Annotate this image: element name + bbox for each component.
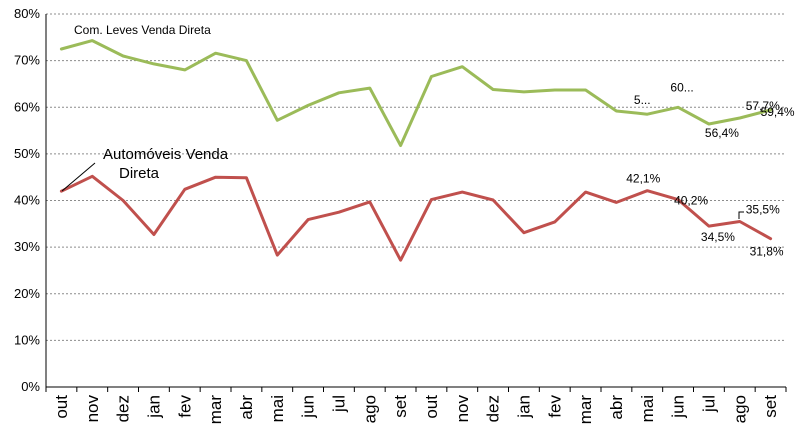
x-tick-label: mai — [268, 395, 287, 422]
x-tick-label: fev — [175, 395, 194, 418]
data-label: 59,4% — [761, 105, 795, 119]
x-tick-label: mai — [638, 395, 657, 422]
x-tick-label: dez — [484, 395, 503, 422]
x-tick-label: nov — [453, 395, 472, 423]
y-tick-label: 10% — [14, 332, 40, 347]
data-label: 60... — [670, 80, 693, 94]
x-tick-label: jul — [329, 395, 348, 413]
x-tick-label: dez — [114, 395, 133, 422]
data-label: 5... — [634, 93, 651, 107]
series-line-automoveis — [59, 174, 773, 262]
x-tick-label: out — [422, 395, 441, 419]
y-tick-label: 70% — [14, 53, 40, 68]
series-label-leader-line — [61, 162, 96, 192]
series-label-automoveis-group: Automóveis Venda Direta — [61, 146, 232, 192]
series-line-com-leves — [59, 39, 773, 147]
data-label: 40,2% — [674, 194, 708, 208]
y-tick-label: 30% — [14, 239, 40, 254]
data-label: 34,5% — [701, 230, 735, 244]
x-tick-label: jun — [669, 395, 688, 419]
x-tick-label: abr — [607, 395, 626, 420]
x-tick-label: jul — [699, 395, 718, 413]
x-tick-label: set — [761, 395, 780, 418]
data-labels: 5... 60... 56,4% 57,7%59,4% 42,1% 40,2% 34,5% 3… — [626, 80, 795, 258]
x-tick-label: out — [52, 395, 71, 419]
y-tick-label: 0% — [21, 379, 40, 394]
x-tick-label: jan — [514, 395, 533, 419]
x-tick-label: fev — [545, 395, 564, 418]
x-tick-label: jan — [144, 395, 163, 419]
data-label: 31,8% — [750, 245, 784, 259]
x-tick-label: ago — [730, 395, 749, 423]
data-label-leader-mark — [738, 211, 744, 219]
data-label: 35,5% — [746, 202, 780, 216]
series-label-automoveis-line1: Automóveis Venda — [103, 146, 229, 163]
x-tick-label: abr — [237, 395, 256, 420]
series-label-com-leves: Com. Leves Venda Direta — [74, 23, 211, 37]
y-tick-label: 80% — [14, 6, 40, 21]
series-label-automoveis: Automóveis Venda Direta — [103, 146, 232, 182]
y-tick-label: 50% — [14, 146, 40, 161]
series-label-automoveis-line2: Direta — [119, 165, 160, 182]
x-tick-label: mar — [206, 395, 225, 425]
y-tick-label: 20% — [14, 286, 40, 301]
data-label: 57,7% — [746, 99, 780, 113]
data-label: 42,1% — [626, 172, 660, 186]
x-tick-label: nov — [83, 395, 102, 423]
series — [59, 39, 773, 262]
x-tick-label: jun — [299, 395, 318, 419]
y-tick-label: 60% — [14, 99, 40, 114]
data-label: 56,4% — [705, 126, 739, 140]
axes: 0%10%20%30%40%50%60%70%80%out nov dez jan fe… — [14, 6, 787, 425]
x-tick-label: set — [391, 395, 410, 418]
x-tick-label: ago — [360, 395, 379, 423]
y-tick-label: 40% — [14, 193, 40, 208]
x-tick-label: mar — [576, 395, 595, 425]
gridlines — [46, 13, 786, 341]
